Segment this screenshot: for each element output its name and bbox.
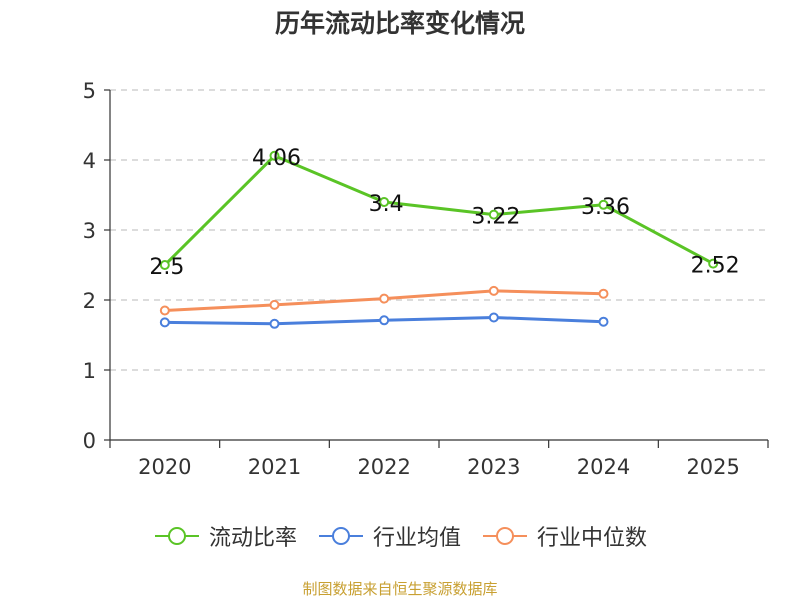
legend-marker-industry-mean (318, 527, 363, 545)
data-label-s0-2022: 3.4 (369, 192, 404, 217)
data-point-s0-2025 (708, 258, 719, 269)
legend-marker-current-ratio (154, 527, 199, 545)
legend-label-industry-mean: 行业均值 (372, 526, 461, 551)
x-tick-label-2021: 2021 (248, 455, 301, 479)
x-tick-label-2023: 2023 (467, 455, 520, 479)
data-label-s0-2020: 2.5 (149, 255, 184, 280)
data-point-s2-2021 (269, 299, 280, 310)
legend-label-industry-median: 行业中位数 (537, 526, 648, 551)
y-tick-label-1: 1 (83, 359, 96, 383)
grid-lines (110, 89, 768, 371)
data-point-s1-2023 (488, 312, 499, 323)
x-tick-label-2025: 2025 (686, 455, 739, 479)
x-tick-label-2022: 2022 (357, 455, 410, 479)
data-point-s0-2020 (159, 260, 170, 270)
data-point-s0-2021 (269, 150, 280, 161)
data-point-s0-2024 (598, 199, 609, 210)
legend: 流动比率 行业均值 行业中位数 (0, 518, 800, 554)
data-label-s0-2023: 3.22 (471, 205, 520, 230)
legend-marker-industry-median (483, 527, 527, 545)
y-tick-label-5: 5 (83, 79, 96, 103)
data-point-s1-2022 (379, 315, 390, 326)
legend-item-industry-mean[interactable]: 行业均值 (317, 520, 461, 552)
source-note: 制图数据来自恒生聚源数据库 (302, 580, 498, 598)
data-point-s1-2021 (269, 318, 280, 329)
data-point-s0-2022 (379, 197, 390, 207)
series-lines (159, 150, 719, 329)
data-point-s2-2024 (598, 288, 609, 299)
x-tick-label-2020: 2020 (138, 455, 191, 479)
legend-item-industry-median[interactable]: 行业中位数 (481, 520, 647, 552)
chart-title: 历年流动比率变化情况 (274, 9, 525, 38)
data-point-s2-2023 (488, 285, 499, 296)
legend-circle-industry-mean (331, 527, 350, 545)
legend-circle-current-ratio (167, 527, 186, 545)
data-label-s0-2024: 3.36 (581, 195, 630, 220)
x-tick-label-2024: 2024 (577, 455, 630, 479)
data-label-s0-2021: 4.06 (252, 146, 301, 171)
data-label-s0-2025: 2.52 (691, 254, 740, 279)
data-labels: 2.5 4.06 3.4 3.22 3.36 2.52 (149, 146, 739, 280)
legend-label-current-ratio: 流动比率 (208, 526, 297, 551)
y-tick-label-4: 4 (83, 149, 96, 173)
axes: 0 1 2 3 4 5 2020 2021 2022 2023 2024 2025 (83, 79, 769, 479)
data-point-s2-2020 (159, 305, 170, 316)
legend-circle-industry-median (496, 527, 514, 545)
data-point-s1-2024 (598, 316, 609, 327)
data-point-s2-2022 (379, 293, 390, 304)
data-point-s0-2023 (488, 209, 499, 220)
series-line-0 (163, 154, 714, 267)
y-tick-label-2: 2 (83, 289, 96, 313)
data-point-s1-2020 (159, 317, 170, 328)
legend-item-current-ratio[interactable]: 流动比率 (153, 520, 297, 552)
y-tick-label-0: 0 (83, 429, 96, 453)
y-tick-label-3: 3 (83, 219, 96, 243)
